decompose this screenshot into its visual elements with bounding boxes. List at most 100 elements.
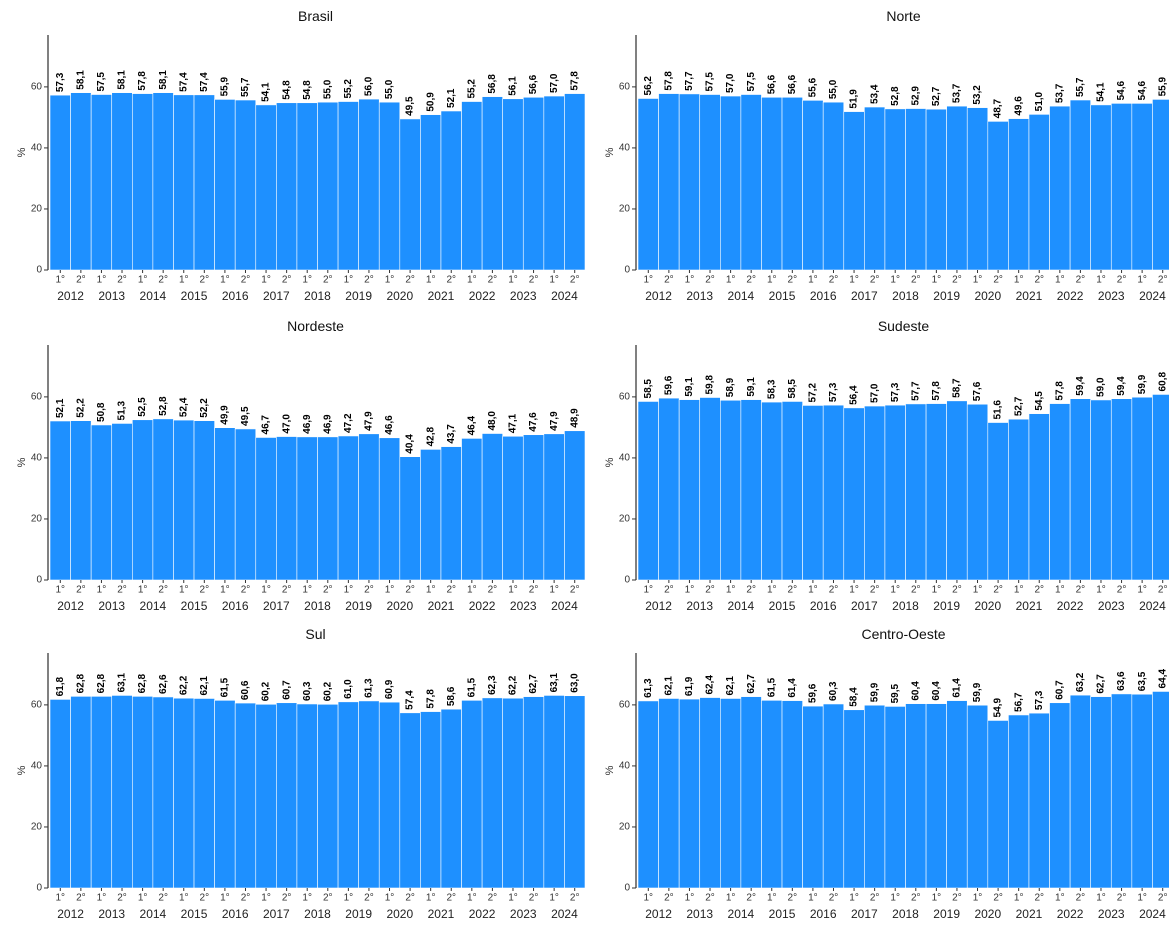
value-label: 52,5 (137, 397, 148, 417)
x-tick-label: 2° (952, 275, 962, 286)
x-tick-label: 1° (261, 585, 271, 596)
x-tick-label: 1° (1096, 275, 1106, 286)
value-label: 48,9 (569, 408, 580, 428)
value-label: 59,4 (1075, 376, 1086, 396)
x-tick-label: 2° (1076, 275, 1086, 286)
y-tick-label: 60 (31, 700, 43, 711)
x-tick-label: 2° (200, 585, 210, 596)
y-tick-label: 60 (31, 82, 43, 93)
bar (864, 405, 886, 581)
value-label: 57,5 (746, 72, 757, 92)
value-label: 59,9 (869, 682, 880, 702)
bar (720, 95, 742, 271)
value-label: 52,4 (178, 397, 189, 417)
y-axis-label: % (16, 765, 28, 775)
value-label: 60,4 (931, 681, 942, 701)
bar (461, 101, 483, 271)
x-tick-label: 1° (467, 893, 477, 904)
bar (399, 118, 421, 271)
x-tick-label: 2° (788, 893, 798, 904)
bar (49, 699, 71, 889)
bar (1110, 398, 1133, 581)
x-tick-label: 2° (76, 585, 86, 596)
bar (543, 433, 565, 581)
x-tick-label: 2° (870, 893, 880, 904)
value-label: 52,7 (931, 86, 942, 106)
bar (440, 110, 462, 271)
x-group-label: 2014 (728, 289, 755, 303)
bar (481, 96, 503, 271)
x-group-label: 2018 (892, 599, 919, 613)
value-label: 61,5 (220, 677, 231, 697)
x-tick-label: 2° (1034, 585, 1044, 596)
bar (173, 419, 195, 581)
y-tick-label: 40 (619, 453, 631, 464)
x-tick-label: 1° (808, 893, 818, 904)
bar (987, 422, 1009, 581)
x-tick-label: 1° (426, 585, 436, 596)
y-axis-label: % (604, 457, 616, 467)
y-tick-label: 20 (619, 822, 631, 833)
x-group-label: 2024 (1139, 599, 1166, 613)
bar (358, 98, 380, 271)
x-group-label: 2014 (728, 907, 755, 921)
value-label: 49,6 (1013, 96, 1024, 116)
x-tick-label: 2° (364, 585, 374, 596)
x-tick-label: 1° (890, 585, 900, 596)
y-tick-label: 0 (36, 265, 42, 276)
x-tick-label: 1° (549, 275, 559, 286)
value-label: 53,4 (869, 84, 880, 104)
value-label: 56,4 (849, 385, 860, 405)
x-tick-label: 1° (179, 893, 189, 904)
bar (234, 99, 257, 271)
x-group-label: 2021 (428, 289, 455, 303)
x-group-label: 2015 (769, 599, 796, 613)
x-tick-label: 2° (158, 275, 168, 286)
x-group-label: 2021 (428, 907, 455, 921)
x-group-label: 2024 (551, 907, 578, 921)
bar (173, 697, 195, 889)
value-label: 47,0 (281, 414, 292, 434)
x-tick-label: 2° (705, 275, 715, 286)
x-tick-label: 1° (138, 585, 148, 596)
value-label: 58,5 (787, 379, 798, 399)
x-tick-label: 2° (705, 585, 715, 596)
value-label: 61,3 (643, 678, 654, 698)
value-label: 58,9 (725, 377, 736, 397)
value-label: 47,9 (549, 411, 560, 431)
value-label: 55,0 (828, 79, 839, 99)
x-tick-label: 2° (282, 893, 292, 904)
value-label: 54,5 (1034, 391, 1045, 411)
value-label: 59,1 (746, 377, 757, 397)
x-tick-label: 1° (344, 893, 354, 904)
value-label: 62,7 (1096, 674, 1107, 694)
x-group-label: 2016 (810, 289, 837, 303)
x-tick-label: 1° (973, 893, 983, 904)
x-group-label: 2019 (345, 599, 372, 613)
x-tick-label: 1° (467, 275, 477, 286)
value-label: 57,3 (1034, 690, 1045, 710)
bar (132, 696, 154, 889)
x-tick-label: 2° (829, 275, 839, 286)
value-label: 57,3 (828, 382, 839, 402)
x-tick-label: 1° (508, 275, 518, 286)
value-label: 60,3 (828, 681, 839, 701)
bar (1049, 403, 1071, 581)
bar (440, 446, 462, 581)
y-tick-label: 60 (31, 392, 43, 403)
bar (193, 698, 215, 889)
x-tick-label: 2° (664, 585, 674, 596)
x-tick-label: 2° (405, 893, 415, 904)
x-tick-label: 2° (570, 585, 580, 596)
x-tick-label: 2° (117, 275, 127, 286)
bar (802, 405, 824, 581)
x-tick-label: 1° (849, 893, 859, 904)
x-group-label: 2018 (892, 289, 919, 303)
value-label: 55,9 (1157, 76, 1168, 96)
x-tick-label: 2° (829, 585, 839, 596)
y-tick-label: 20 (31, 514, 43, 525)
x-group-label: 2012 (645, 599, 672, 613)
value-label: 51,0 (1034, 91, 1045, 111)
x-tick-label: 1° (467, 585, 477, 596)
x-tick-label: 2° (1158, 275, 1168, 286)
